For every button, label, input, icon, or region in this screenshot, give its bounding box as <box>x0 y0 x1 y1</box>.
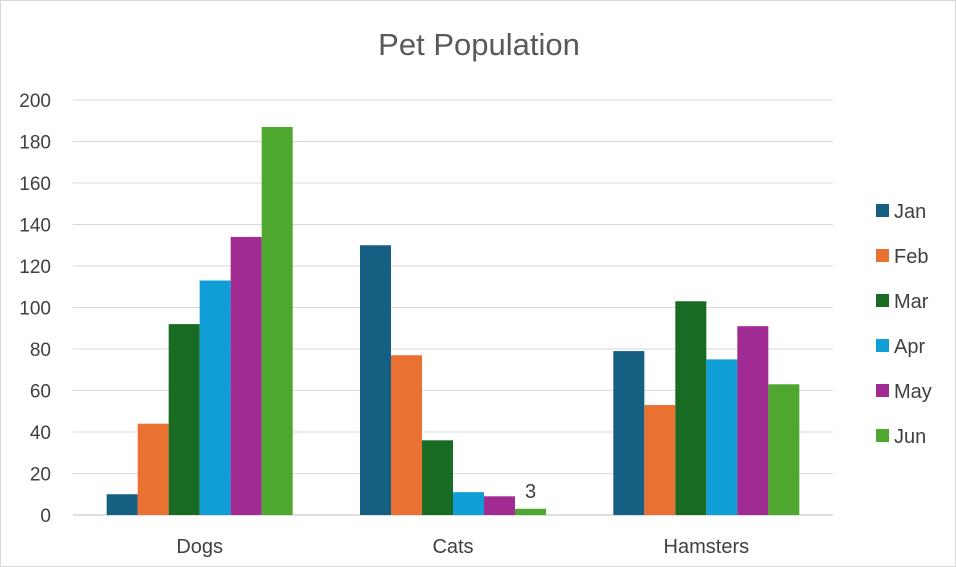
legend-swatch <box>876 384 889 397</box>
bar-jun-hamsters <box>768 384 800 515</box>
bar-jun-cats <box>515 508 546 515</box>
bar-may-cats <box>484 496 515 515</box>
x-category-label: Dogs <box>176 536 223 558</box>
y-tick-label: 100 <box>19 299 51 320</box>
x-category-label: Cats <box>432 536 473 558</box>
bar-mar-cats <box>422 440 453 515</box>
bar-apr-hamsters <box>706 359 738 515</box>
legend-label: Jan <box>894 201 926 223</box>
legend: Jan Feb Mar Apr May Jun <box>876 201 932 448</box>
y-tick-label: 20 <box>30 465 51 486</box>
y-tick-label: 180 <box>19 133 51 154</box>
legend-label: Apr <box>894 336 925 358</box>
bar-apr-dogs <box>199 280 231 515</box>
y-tick-label: 140 <box>19 216 51 237</box>
bar-feb-dogs <box>137 423 169 515</box>
legend-label: Feb <box>894 246 928 268</box>
bar-mar-dogs <box>168 324 200 515</box>
legend-swatch <box>876 339 889 352</box>
y-tick-label: 160 <box>19 174 51 195</box>
legend-swatch <box>876 204 889 217</box>
x-category-label: Hamsters <box>664 536 750 558</box>
data-labels: 3 <box>525 481 536 503</box>
legend-swatch <box>876 249 889 262</box>
bar-jan-hamsters <box>613 351 645 515</box>
bars <box>106 126 800 515</box>
x-axis-categories: Dogs Cats Hamsters <box>176 536 749 558</box>
legend-label: Mar <box>894 291 929 313</box>
bar-feb-cats <box>391 355 422 515</box>
bar-jun-dogs <box>261 126 293 515</box>
legend-swatch <box>876 429 889 442</box>
y-tick-label: 40 <box>30 423 51 444</box>
legend-label: Jun <box>894 426 926 448</box>
bar-mar-hamsters <box>675 301 707 515</box>
data-label: 3 <box>525 481 536 503</box>
bar-apr-cats <box>453 492 484 515</box>
y-tick-label: 200 <box>19 91 51 112</box>
bar-jan-cats <box>360 245 391 515</box>
y-tick-label: 0 <box>40 506 51 527</box>
legend-label: May <box>894 381 932 403</box>
y-tick-label: 60 <box>30 382 51 403</box>
y-axis-ticks: 0 20 40 60 80 100 120 140 160 180 200 <box>19 91 51 527</box>
y-tick-label: 80 <box>30 340 51 361</box>
chart-title: Pet Population <box>378 27 580 62</box>
bar-jan-dogs <box>106 494 138 515</box>
bar-feb-hamsters <box>644 405 676 515</box>
legend-swatch <box>876 294 889 307</box>
y-tick-label: 120 <box>19 257 51 278</box>
bar-may-dogs <box>230 236 262 515</box>
bar-may-hamsters <box>737 326 769 515</box>
